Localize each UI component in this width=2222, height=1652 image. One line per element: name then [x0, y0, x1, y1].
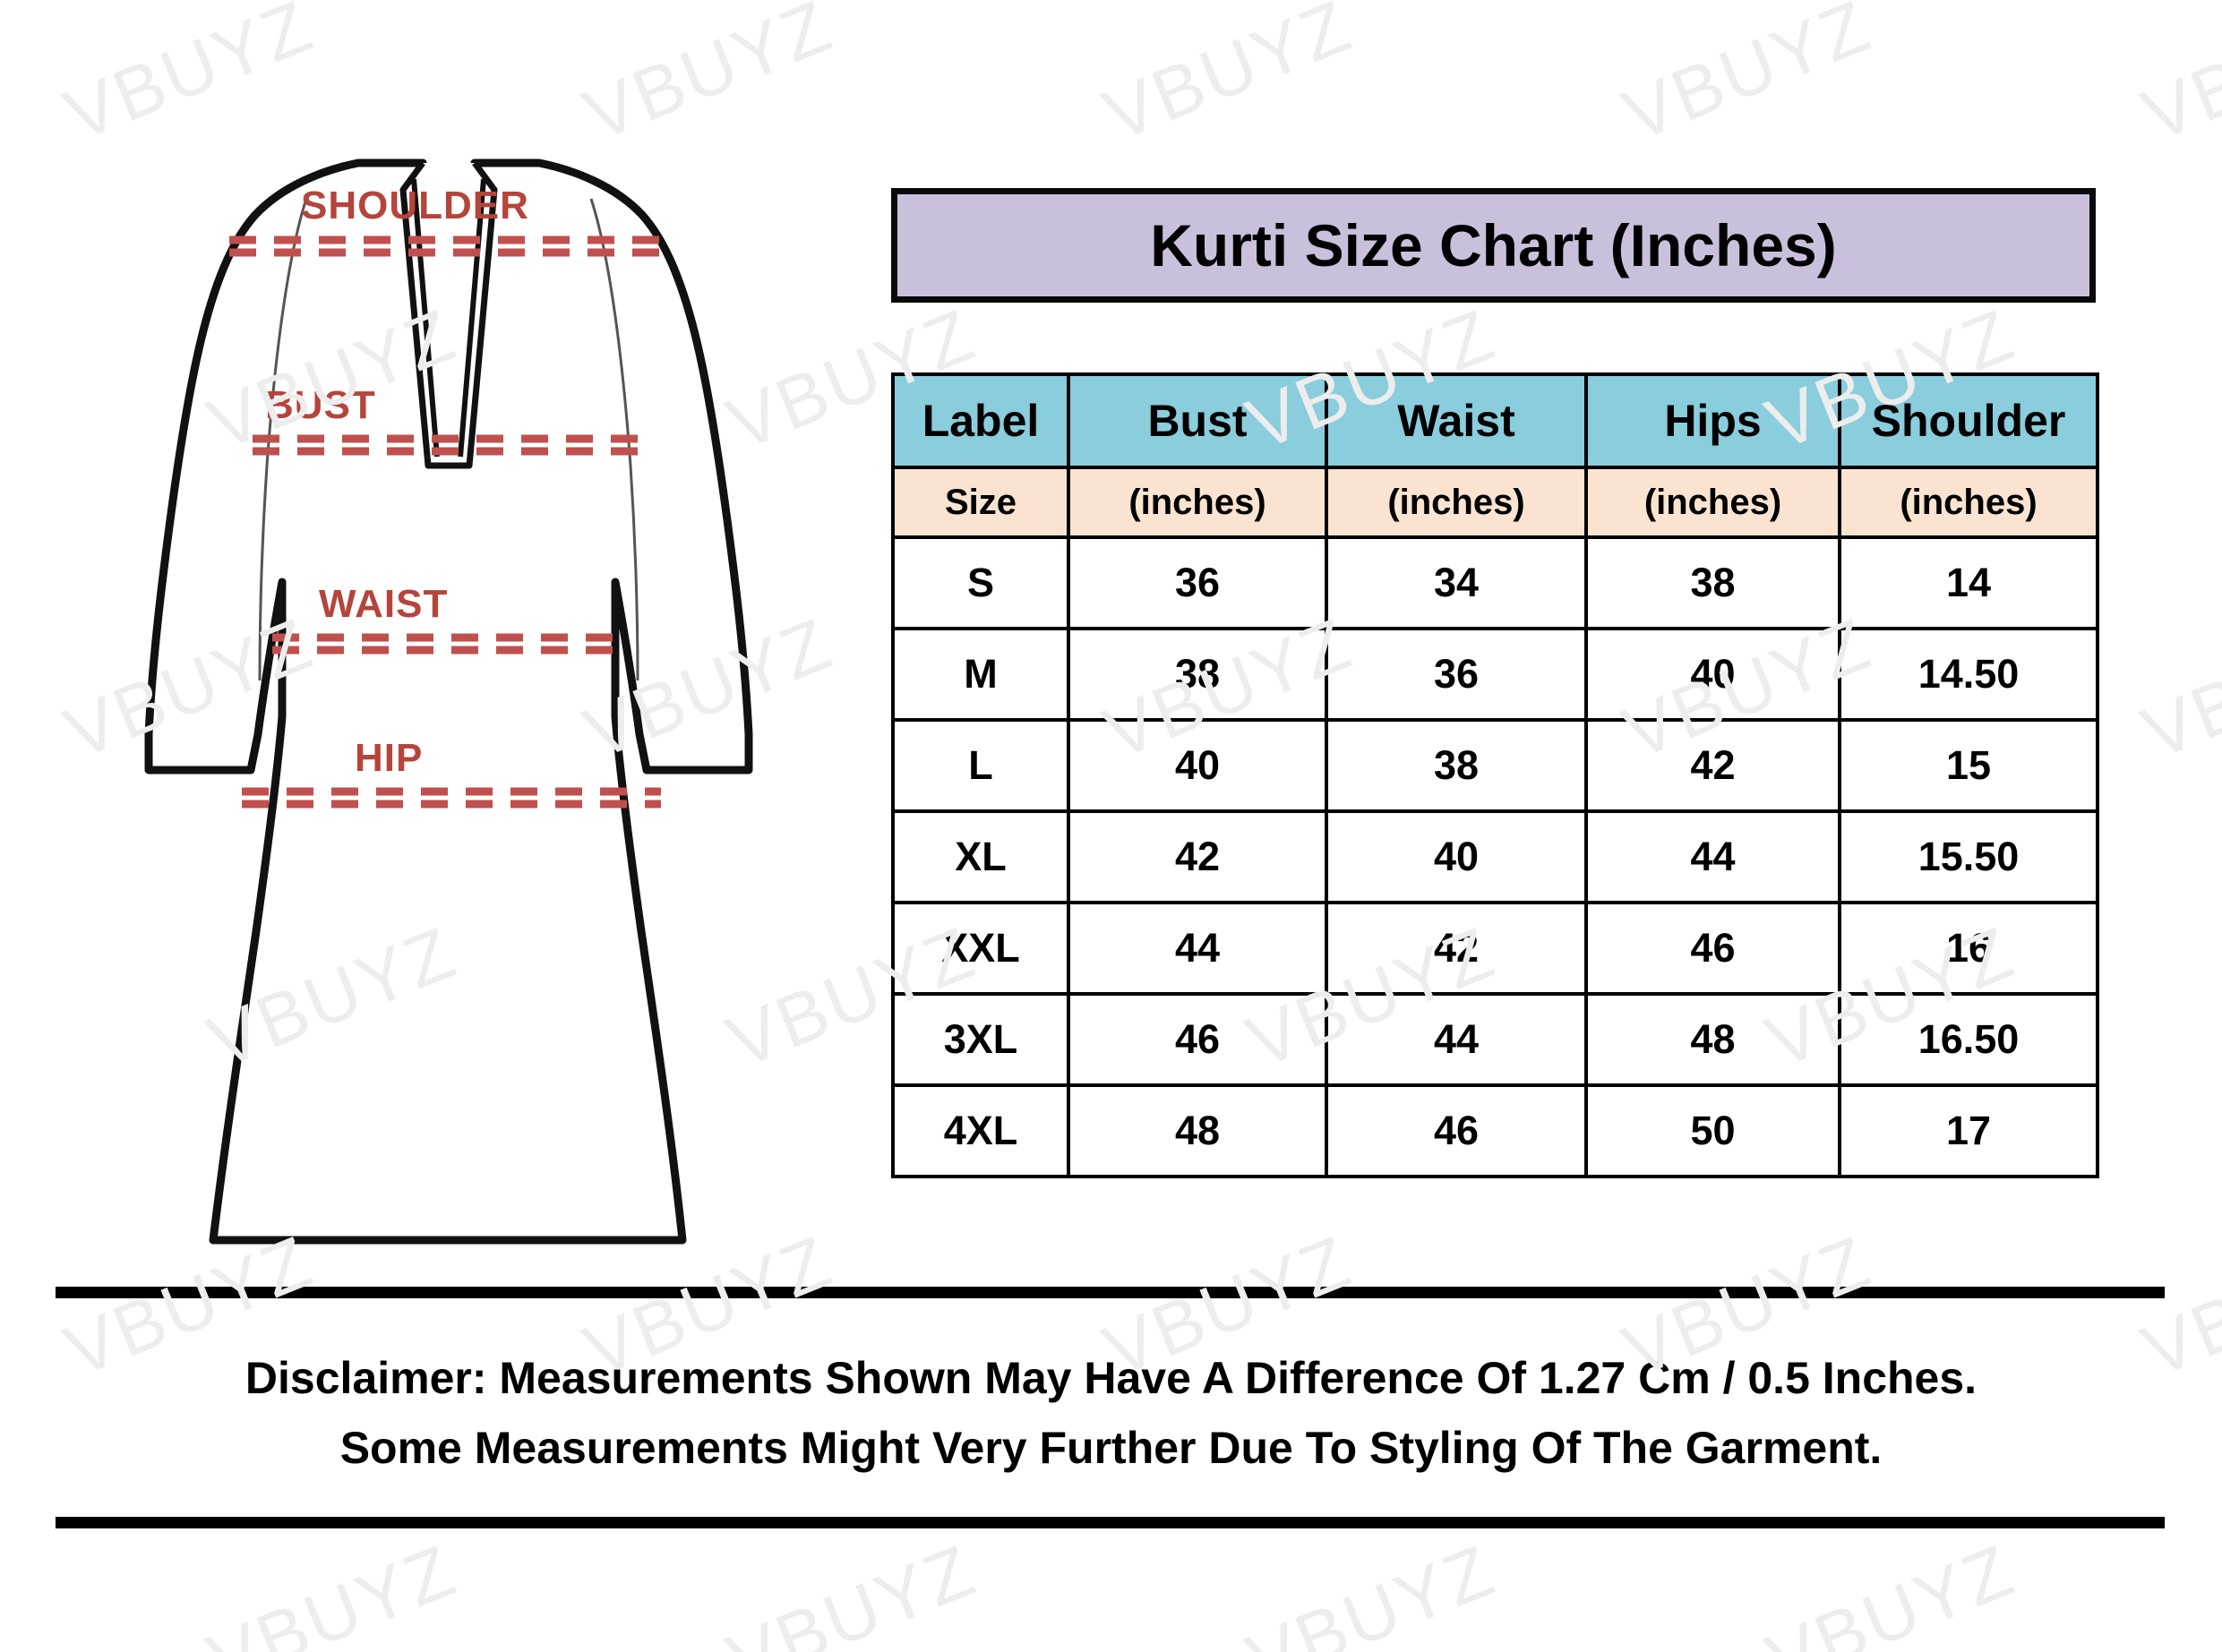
table-header-row-primary: Label Bust Waist Hips Shoulder: [891, 372, 2099, 469]
watermark-text: VBUYZ: [1093, 0, 1363, 158]
cell-shoulder: 16: [1838, 901, 2099, 996]
cell-size: L: [891, 718, 1070, 813]
table-row: L 40 38 42 15: [891, 718, 2099, 813]
cell-hips: 38: [1584, 535, 1841, 630]
cell-hips: 44: [1584, 809, 1841, 904]
cell-hips: 48: [1584, 992, 1841, 1087]
cell-bust: 40: [1067, 718, 1328, 813]
watermark-text: VBUYZ: [1612, 0, 1883, 158]
chart-title-bar: Kurti Size Chart (Inches): [891, 188, 2096, 303]
table-row: XL 42 40 44 15.50: [891, 809, 2099, 904]
table-row: S 36 34 38 14: [891, 535, 2099, 630]
cell-bust: 44: [1067, 901, 1328, 996]
disclaimer-block: Disclaimer: Measurements Shown May Have …: [0, 1343, 2222, 1483]
disclaimer-line-2: Some Measurements Might Very Further Due…: [339, 1423, 1883, 1473]
cell-bust: 38: [1067, 627, 1328, 722]
cell-shoulder: 14.50: [1838, 627, 2099, 722]
cell-shoulder: 16.50: [1838, 992, 2099, 1087]
table-row: XXL 44 42 46 16: [891, 901, 2099, 996]
bust-measure-line: [253, 434, 647, 456]
watermark-text: VBUYZ: [716, 1528, 987, 1652]
table-row: 4XL 48 46 50 17: [891, 1083, 2099, 1178]
hip-measure-line: [242, 787, 661, 809]
cell-shoulder: 14: [1838, 535, 2099, 630]
cell-size: XXL: [891, 901, 1070, 996]
kurti-illustration: SHOULDER BUST WAIST HIP: [99, 143, 797, 1280]
unit-header-waist: (inches): [1325, 466, 1588, 539]
cell-bust: 42: [1067, 809, 1328, 904]
cell-size: M: [891, 627, 1070, 722]
cell-waist: 42: [1325, 901, 1588, 996]
cell-bust: 36: [1067, 535, 1328, 630]
cell-hips: 42: [1584, 718, 1841, 813]
shoulder-measure-line: [229, 235, 672, 257]
watermark-text: VBUYZ: [1755, 1528, 2026, 1652]
unit-header-hips: (inches): [1584, 466, 1841, 539]
cell-size: XL: [891, 809, 1070, 904]
cell-waist: 36: [1325, 627, 1588, 722]
column-header-waist: Waist: [1325, 372, 1588, 469]
page-title: Kurti Size Chart (Inches): [1150, 212, 1837, 278]
cell-size: 4XL: [891, 1083, 1070, 1178]
table-row: 3XL 46 44 48 16.50: [891, 992, 2099, 1087]
column-header-hips: Hips: [1584, 372, 1841, 469]
waist-measure-line: [272, 633, 629, 655]
cell-waist: 44: [1325, 992, 1588, 1087]
cell-bust: 46: [1067, 992, 1328, 1087]
watermark-text: VBUYZ: [573, 0, 844, 158]
cell-waist: 46: [1325, 1083, 1588, 1178]
divider-top: [56, 1287, 2165, 1298]
cell-shoulder: 17: [1838, 1083, 2099, 1178]
column-header-bust: Bust: [1067, 372, 1328, 469]
cell-waist: 38: [1325, 718, 1588, 813]
cell-size: 3XL: [891, 992, 1070, 1087]
size-chart-table: Label Bust Waist Hips Shoulder Size (inc…: [891, 372, 2099, 1178]
cell-size: S: [891, 535, 1070, 630]
cell-waist: 40: [1325, 809, 1588, 904]
cell-shoulder: 15: [1838, 718, 2099, 813]
cell-hips: 46: [1584, 901, 1841, 996]
cell-hips: 50: [1584, 1083, 1841, 1178]
unit-header-size: Size: [891, 466, 1070, 539]
watermark-text: VBUYZ: [2132, 0, 2222, 158]
unit-header-bust: (inches): [1067, 466, 1328, 539]
unit-header-shoulder: (inches): [1838, 466, 2099, 539]
column-header-shoulder: Shoulder: [1838, 372, 2099, 469]
watermark-text: VBUYZ: [54, 0, 324, 158]
divider-bottom: [56, 1517, 2165, 1528]
disclaimer-line-1: Disclaimer: Measurements Shown May Have …: [245, 1353, 1977, 1403]
cell-shoulder: 15.50: [1838, 809, 2099, 904]
cell-bust: 48: [1067, 1083, 1328, 1178]
watermark-text: VBUYZ: [197, 1528, 468, 1652]
watermark-text: VBUYZ: [1236, 1528, 1506, 1652]
column-header-label: Label: [891, 372, 1070, 469]
size-table-container: Label Bust Waist Hips Shoulder Size (inc…: [891, 372, 2099, 1178]
table-row: M 38 36 40 14.50: [891, 627, 2099, 722]
cell-hips: 40: [1584, 627, 1841, 722]
watermark-text: VBUYZ: [2132, 602, 2222, 775]
table-header-row-units: Size (inches) (inches) (inches) (inches): [891, 466, 2099, 539]
cell-waist: 34: [1325, 535, 1588, 630]
